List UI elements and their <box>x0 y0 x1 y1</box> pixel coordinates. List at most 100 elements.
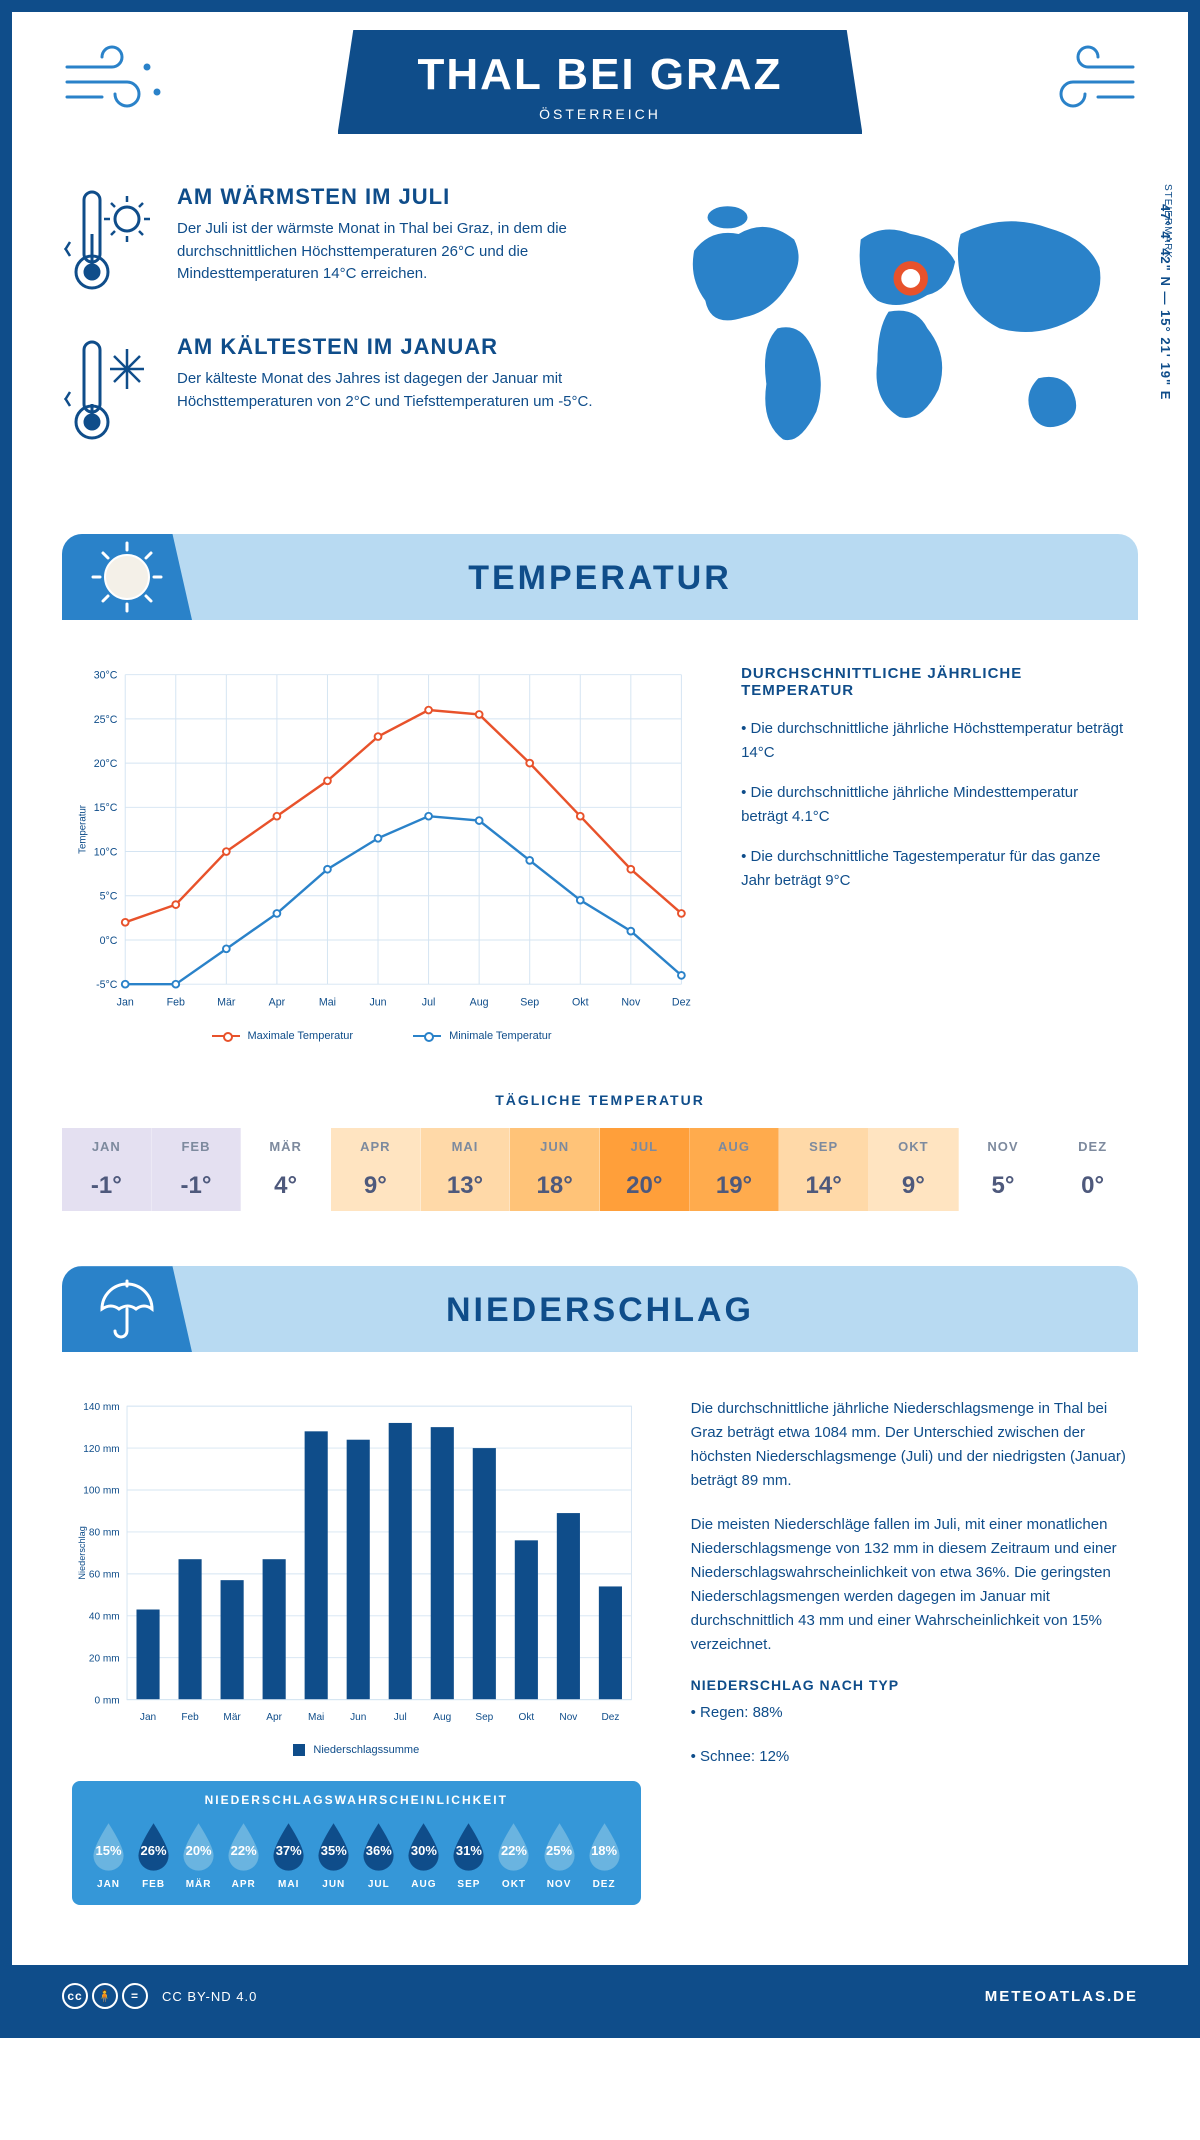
precipitation-section-banner: NIEDERSCHLAG <box>62 1266 1138 1352</box>
svg-text:15°C: 15°C <box>94 802 118 814</box>
daily-temp-cell: FEB-1° <box>152 1128 242 1211</box>
probability-cell: 18% DEZ <box>583 1819 626 1890</box>
daily-temp-cell: NOV 5° <box>959 1128 1049 1211</box>
svg-text:Jan: Jan <box>117 996 134 1008</box>
temp-info-bullet: • Die durchschnittliche Tagestemperatur … <box>741 845 1128 893</box>
precip-legend-label: Niederschlagssumme <box>313 1744 419 1756</box>
precip-type-heading: NIEDERSCHLAG NACH TYP <box>691 1677 1128 1693</box>
precipitation-info: Die durchschnittliche jährliche Niedersc… <box>691 1397 1128 1905</box>
raindrop-icon: 22% <box>222 1819 265 1873</box>
prob-heading: NIEDERSCHLAGSWAHRSCHEINLICHKEIT <box>87 1793 626 1807</box>
precip-paragraph-2: Die meisten Niederschläge fallen im Juli… <box>691 1513 1128 1657</box>
probability-month-label: SEP <box>447 1879 490 1890</box>
probability-cell: 22% OKT <box>492 1819 535 1890</box>
sun-icon <box>62 534 192 620</box>
daily-month-label: DEZ <box>1048 1139 1137 1154</box>
svg-text:0 mm: 0 mm <box>94 1696 119 1707</box>
svg-text:Niederschlag: Niederschlag <box>77 1526 87 1579</box>
svg-text:Dez: Dez <box>672 996 691 1008</box>
probability-cell: 35% JUN <box>312 1819 355 1890</box>
daily-temp-value: 5° <box>959 1172 1048 1200</box>
daily-temp-cell: JUL 20° <box>600 1128 690 1211</box>
probability-value: 35% <box>321 1843 347 1858</box>
daily-temp-value: 13° <box>421 1172 510 1200</box>
svg-text:Feb: Feb <box>167 996 185 1008</box>
wind-icon <box>1028 42 1138 127</box>
probability-month-label: APR <box>222 1879 265 1890</box>
svg-text:10°C: 10°C <box>94 846 118 858</box>
probability-month-label: NOV <box>538 1879 581 1890</box>
svg-text:40 mm: 40 mm <box>89 1612 120 1623</box>
daily-temp-value: 0° <box>1048 1172 1137 1200</box>
svg-text:Mai: Mai <box>308 1712 324 1723</box>
svg-text:Jun: Jun <box>369 996 386 1008</box>
probability-cell: 31% SEP <box>447 1819 490 1890</box>
precip-type-bullet: • Schnee: 12% <box>691 1745 1128 1769</box>
probability-value: 30% <box>411 1843 437 1858</box>
daily-temp-cell: MÄR4° <box>241 1128 331 1211</box>
daily-temp-value: -1° <box>62 1172 151 1200</box>
svg-text:5°C: 5°C <box>100 891 118 903</box>
daily-month-label: JUL <box>600 1139 689 1154</box>
probability-month-label: JUL <box>357 1879 400 1890</box>
probability-cell: 30% AUG <box>402 1819 445 1890</box>
probability-value: 22% <box>231 1843 257 1858</box>
probability-value: 31% <box>456 1843 482 1858</box>
precip-type-bullet: • Regen: 88% <box>691 1701 1128 1725</box>
precip-paragraph-1: Die durchschnittliche jährliche Niedersc… <box>691 1397 1128 1493</box>
svg-text:Jun: Jun <box>350 1712 366 1723</box>
raindrop-icon: 18% <box>583 1819 626 1873</box>
daily-temperature-table: TÄGLICHE TEMPERATUR JAN-1°FEB-1°MÄR4°APR… <box>62 1092 1138 1211</box>
daily-temp-cell: DEZ 0° <box>1048 1128 1138 1211</box>
legend-max-label: Maximale Temperatur <box>248 1030 354 1042</box>
daily-temp-cell: SEP14° <box>779 1128 869 1211</box>
probability-month-label: MÄR <box>177 1879 220 1890</box>
probability-value: 26% <box>141 1843 167 1858</box>
daily-temp-value: 9° <box>869 1172 958 1200</box>
probability-month-label: JAN <box>87 1879 130 1890</box>
daily-month-label: APR <box>331 1139 420 1154</box>
temperature-section-banner: TEMPERATUR <box>62 534 1138 620</box>
daily-temp-cell: JAN-1° <box>62 1128 152 1211</box>
raindrop-icon: 36% <box>357 1819 400 1873</box>
svg-text:Aug: Aug <box>470 996 489 1008</box>
temp-info-heading: DURCHSCHNITTLICHE JÄHRLICHE TEMPERATUR <box>741 665 1128 699</box>
daily-temp-value: 9° <box>331 1172 420 1200</box>
umbrella-icon <box>62 1266 192 1352</box>
cc-license-icons: cc 🧍 = <box>62 1983 148 2009</box>
cc-by-icon: 🧍 <box>92 1983 118 2009</box>
svg-text:80 mm: 80 mm <box>89 1528 120 1539</box>
probability-value: 25% <box>546 1843 572 1858</box>
thermometer-sun-icon <box>62 184 152 299</box>
header: THAL BEI GRAZ ÖSTERREICH <box>62 12 1138 134</box>
daily-temp-cell: APR 9° <box>331 1128 421 1211</box>
svg-text:Jul: Jul <box>422 996 436 1008</box>
precipitation-probability-box: NIEDERSCHLAGSWAHRSCHEINLICHKEIT 15% JAN … <box>72 1781 641 1905</box>
svg-text:60 mm: 60 mm <box>89 1570 120 1581</box>
svg-text:Nov: Nov <box>559 1712 577 1723</box>
probability-cell: 37% MAI <box>267 1819 310 1890</box>
cc-icon: cc <box>62 1983 88 2009</box>
footer: cc 🧍 = CC BY-ND 4.0 METEOATLAS.DE <box>12 1965 1188 2027</box>
daily-month-label: NOV <box>959 1139 1048 1154</box>
svg-text:Aug: Aug <box>433 1712 451 1723</box>
probability-cell: 25% NOV <box>538 1819 581 1890</box>
svg-text:Nov: Nov <box>621 996 641 1008</box>
svg-text:Mär: Mär <box>223 1712 241 1723</box>
raindrop-icon: 20% <box>177 1819 220 1873</box>
daily-month-label: SEP <box>779 1139 868 1154</box>
world-map <box>672 184 1138 444</box>
raindrop-icon: 37% <box>267 1819 310 1873</box>
country-subtitle: ÖSTERREICH <box>418 106 783 122</box>
raindrop-icon: 35% <box>312 1819 355 1873</box>
probability-value: 22% <box>501 1843 527 1858</box>
thermometer-snow-icon <box>62 334 152 449</box>
warmest-title: AM WÄRMSTEN IM JULI <box>177 184 622 210</box>
daily-temp-value: 20° <box>600 1172 689 1200</box>
daily-temp-value: 4° <box>241 1172 330 1200</box>
raindrop-icon: 22% <box>492 1819 535 1873</box>
svg-text:-5°C: -5°C <box>96 979 118 991</box>
coldest-title: AM KÄLTESTEN IM JANUAR <box>177 334 622 360</box>
license-label: CC BY-ND 4.0 <box>162 1989 257 2004</box>
temperature-info: DURCHSCHNITTLICHE JÄHRLICHE TEMPERATUR •… <box>741 665 1128 1042</box>
